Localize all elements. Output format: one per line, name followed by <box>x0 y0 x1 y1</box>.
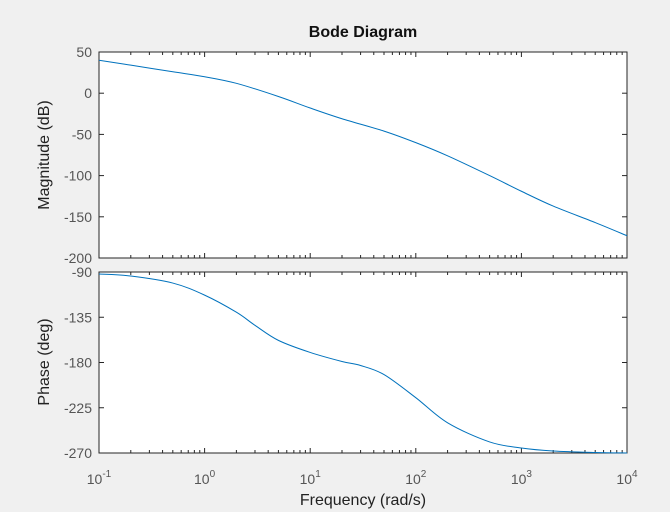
magnitude-y-tick-label: -50 <box>72 126 92 142</box>
x-tick-exponent: 3 <box>526 469 532 480</box>
x-tick-label: 103 <box>511 469 533 487</box>
x-tick-label: 101 <box>300 469 322 487</box>
chart-title: Bode Diagram <box>309 24 417 41</box>
magnitude-y-tick-label: -150 <box>64 209 92 225</box>
x-tick-labels: 10-1 100 101 102 103 104 <box>87 469 638 487</box>
x-axis-label: Frequency (rad/s) <box>300 492 426 509</box>
phase-y-tick-label: -135 <box>64 309 92 325</box>
x-tick-label: 104 <box>616 469 638 487</box>
magnitude-y-tick-label: 0 <box>84 85 92 101</box>
phase-y-axis-label: Phase (deg) <box>36 318 53 405</box>
x-tick-base: 10 <box>511 471 527 487</box>
x-tick-exponent: 1 <box>315 469 321 480</box>
magnitude-y-tick-label: -200 <box>64 250 92 266</box>
x-tick-exponent: -1 <box>102 469 111 480</box>
magnitude-plot-area <box>98 51 628 259</box>
phase-y-tick-labels: -90 -135 -180 -225 -270 <box>64 264 92 461</box>
magnitude-ticks <box>98 51 628 259</box>
x-tick-base: 10 <box>300 471 316 487</box>
x-tick-exponent: 2 <box>421 469 427 480</box>
phase-plot-area <box>98 271 628 454</box>
phase-ticks <box>98 271 628 454</box>
magnitude-y-tick-label: 50 <box>76 44 92 60</box>
phase-y-tick-label: -180 <box>64 355 92 371</box>
magnitude-panel: 50 0 -50 -100 -150 -200 Magnitude (dB) <box>36 44 628 266</box>
x-tick-label: 100 <box>194 469 216 487</box>
phase-y-tick-label: -270 <box>64 445 92 461</box>
x-tick-base: 10 <box>87 471 103 487</box>
x-tick-label: 10-1 <box>87 469 112 487</box>
x-tick-exponent: 0 <box>210 469 216 480</box>
phase-panel: -90 -135 -180 -225 -270 Phase (deg) <box>36 264 628 461</box>
x-tick-exponent: 4 <box>632 469 638 480</box>
x-tick-label: 102 <box>405 469 427 487</box>
magnitude-y-axis-label: Magnitude (dB) <box>36 100 53 209</box>
x-tick-base: 10 <box>616 471 632 487</box>
phase-y-tick-label: -90 <box>72 264 92 280</box>
magnitude-y-tick-label: -100 <box>64 168 92 184</box>
magnitude-series-line <box>98 59 628 237</box>
x-tick-base: 10 <box>405 471 421 487</box>
phase-y-tick-label: -225 <box>64 400 92 416</box>
x-tick-base: 10 <box>194 471 210 487</box>
phase-series-line <box>98 273 628 454</box>
magnitude-y-tick-labels: 50 0 -50 -100 -150 -200 <box>64 44 92 266</box>
